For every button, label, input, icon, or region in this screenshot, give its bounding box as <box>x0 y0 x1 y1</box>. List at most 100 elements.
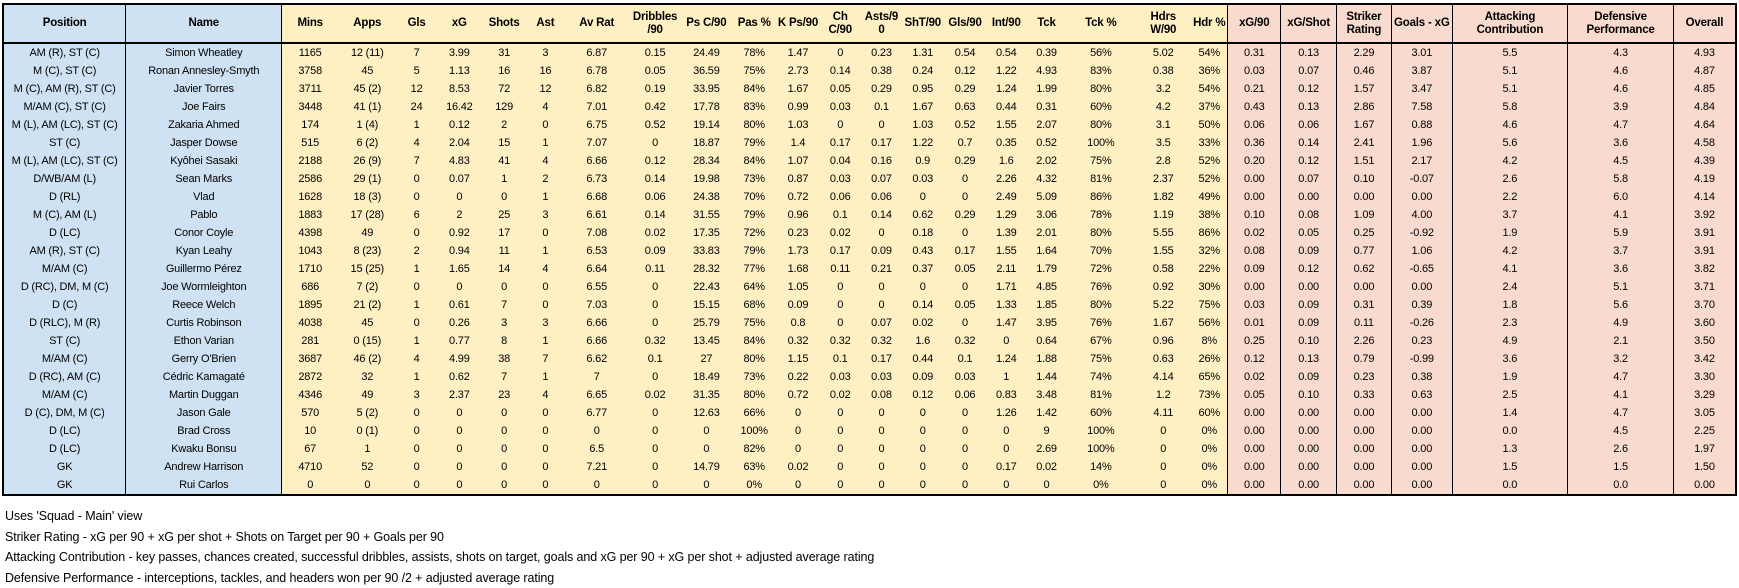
cell-attacking-contribution[interactable]: 3.7 <box>1452 206 1568 224</box>
cell-gls[interactable]: 24 <box>396 98 436 116</box>
cell-sht-90[interactable]: 0.62 <box>902 206 944 224</box>
cell-name[interactable]: Ethon Varian <box>126 332 282 350</box>
cell-position[interactable]: D (C) <box>3 296 126 314</box>
cell-pas[interactable]: 68% <box>732 296 777 314</box>
cell-xg-90[interactable]: 0.00 <box>1228 422 1281 440</box>
cell-hdrs-w-90[interactable]: 1.2 <box>1135 386 1191 404</box>
cell-tck[interactable]: 2.02 <box>1026 152 1066 170</box>
cell-shots[interactable]: 3 <box>482 314 526 332</box>
cell-defensive-performance[interactable]: 3.6 <box>1568 260 1674 278</box>
cell-sht-90[interactable]: 0 <box>902 278 944 296</box>
cell-striker-rating[interactable]: 2.86 <box>1336 98 1391 116</box>
cell-position[interactable]: GK <box>3 458 126 476</box>
cell-av-rat[interactable]: 6.55 <box>564 278 628 296</box>
cell-xg[interactable]: 0 <box>437 458 482 476</box>
cell-shots[interactable]: 17 <box>482 224 526 242</box>
cell-asts-90[interactable]: 0.23 <box>861 43 901 62</box>
cell-pas[interactable]: 73% <box>732 170 777 188</box>
cell-goals-xg[interactable]: 0.00 <box>1392 458 1452 476</box>
cell-shots[interactable]: 15 <box>482 134 526 152</box>
cell-ps-c-90[interactable]: 27 <box>681 350 731 368</box>
cell-name[interactable]: Joe Wormleighton <box>126 278 282 296</box>
cell-name[interactable]: Reece Welch <box>126 296 282 314</box>
cell-k-ps-90[interactable]: 1.05 <box>777 278 819 296</box>
cell-goals-xg[interactable]: 4.00 <box>1392 206 1452 224</box>
cell-position[interactable]: ST (C) <box>3 332 126 350</box>
cell-tck[interactable]: 86% <box>1067 188 1135 206</box>
cell-int-90[interactable]: 1.55 <box>986 242 1026 260</box>
cell-name[interactable]: Pablo <box>126 206 282 224</box>
cell-gls[interactable]: 0 <box>396 458 436 476</box>
cell-k-ps-90[interactable]: 0.09 <box>777 296 819 314</box>
cell-sht-90[interactable]: 0.12 <box>902 386 944 404</box>
cell-xg[interactable]: 0 <box>437 476 482 495</box>
cell-shots[interactable]: 11 <box>482 242 526 260</box>
cell-hdrs-w-90[interactable]: 5.55 <box>1135 224 1191 242</box>
cell-av-rat[interactable]: 6.64 <box>564 260 628 278</box>
cell-ps-c-90[interactable]: 12.63 <box>681 404 731 422</box>
cell-xg-shot[interactable]: 0.00 <box>1281 188 1336 206</box>
cell-apps[interactable]: 49 <box>338 386 396 404</box>
cell-ch-c-90[interactable]: 0.06 <box>819 188 861 206</box>
cell-dribbles-90[interactable]: 0.02 <box>629 386 681 404</box>
cell-hdrs-w-90[interactable]: 1.19 <box>1135 206 1191 224</box>
cell-goals-xg[interactable]: 3.01 <box>1392 43 1452 62</box>
cell-gls-90[interactable]: 0.63 <box>944 98 986 116</box>
cell-ps-c-90[interactable]: 0 <box>681 422 731 440</box>
cell-ch-c-90[interactable]: 0 <box>819 116 861 134</box>
cell-striker-rating[interactable]: 2.41 <box>1336 134 1391 152</box>
cell-defensive-performance[interactable]: 4.1 <box>1568 206 1674 224</box>
cell-hdr[interactable]: 30% <box>1191 278 1227 296</box>
cell-apps[interactable]: 49 <box>338 224 396 242</box>
cell-attacking-contribution[interactable]: 1.9 <box>1452 368 1568 386</box>
cell-apps[interactable]: 26 (9) <box>338 152 396 170</box>
cell-xg-shot[interactable]: 0.13 <box>1281 98 1336 116</box>
cell-xg-90[interactable]: 0.01 <box>1228 314 1281 332</box>
cell-mins[interactable]: 4398 <box>282 224 338 242</box>
cell-name[interactable]: Kyan Leahy <box>126 242 282 260</box>
cell-av-rat[interactable]: 6.53 <box>564 242 628 260</box>
cell-goals-xg[interactable]: 0.00 <box>1392 278 1452 296</box>
cell-goals-xg[interactable]: -0.65 <box>1392 260 1452 278</box>
cell-av-rat[interactable]: 6.68 <box>564 188 628 206</box>
cell-xg-shot[interactable]: 0.08 <box>1281 206 1336 224</box>
cell-position[interactable]: D (C), DM, M (C) <box>3 404 126 422</box>
cell-defensive-performance[interactable]: 4.5 <box>1568 422 1674 440</box>
cell-xg-shot[interactable]: 0.06 <box>1281 116 1336 134</box>
cell-int-90[interactable]: 2.11 <box>986 260 1026 278</box>
cell-ch-c-90[interactable]: 0.17 <box>819 242 861 260</box>
cell-int-90[interactable]: 1.47 <box>986 314 1026 332</box>
cell-sht-90[interactable]: 0.09 <box>902 368 944 386</box>
cell-position[interactable]: AM (R), ST (C) <box>3 43 126 62</box>
cell-ast[interactable]: 0 <box>526 458 564 476</box>
cell-k-ps-90[interactable]: 0 <box>777 440 819 458</box>
cell-tck[interactable]: 0 <box>1026 476 1066 495</box>
cell-xg-shot[interactable]: 0.13 <box>1281 43 1336 62</box>
cell-int-90[interactable]: 0.54 <box>986 43 1026 62</box>
cell-gls-90[interactable]: 0.05 <box>944 260 986 278</box>
cell-defensive-performance[interactable]: 4.7 <box>1568 404 1674 422</box>
cell-ast[interactable]: 3 <box>526 314 564 332</box>
cell-sht-90[interactable]: 1.31 <box>902 43 944 62</box>
cell-ps-c-90[interactable]: 17.35 <box>681 224 731 242</box>
cell-xg-90[interactable]: 0.00 <box>1228 188 1281 206</box>
cell-xg[interactable]: 3.99 <box>437 43 482 62</box>
cell-sht-90[interactable]: 0.03 <box>902 170 944 188</box>
cell-tck[interactable]: 4.93 <box>1026 62 1066 80</box>
cell-xg[interactable]: 0.94 <box>437 242 482 260</box>
cell-ch-c-90[interactable]: 0.32 <box>819 332 861 350</box>
cell-xg-90[interactable]: 0.00 <box>1228 458 1281 476</box>
cell-apps[interactable]: 1 <box>338 440 396 458</box>
column-header-k-ps-90[interactable]: K Ps/90 <box>777 4 819 43</box>
cell-k-ps-90[interactable]: 1.4 <box>777 134 819 152</box>
cell-av-rat[interactable]: 7.01 <box>564 98 628 116</box>
cell-ast[interactable]: 4 <box>526 98 564 116</box>
cell-defensive-performance[interactable]: 6.0 <box>1568 188 1674 206</box>
cell-apps[interactable]: 12 (11) <box>338 43 396 62</box>
cell-hdrs-w-90[interactable]: 0.38 <box>1135 62 1191 80</box>
cell-attacking-contribution[interactable]: 2.5 <box>1452 386 1568 404</box>
cell-hdr[interactable]: 38% <box>1191 206 1227 224</box>
cell-k-ps-90[interactable]: 0 <box>777 404 819 422</box>
cell-name[interactable]: Simon Wheatley <box>126 43 282 62</box>
cell-mins[interactable]: 174 <box>282 116 338 134</box>
